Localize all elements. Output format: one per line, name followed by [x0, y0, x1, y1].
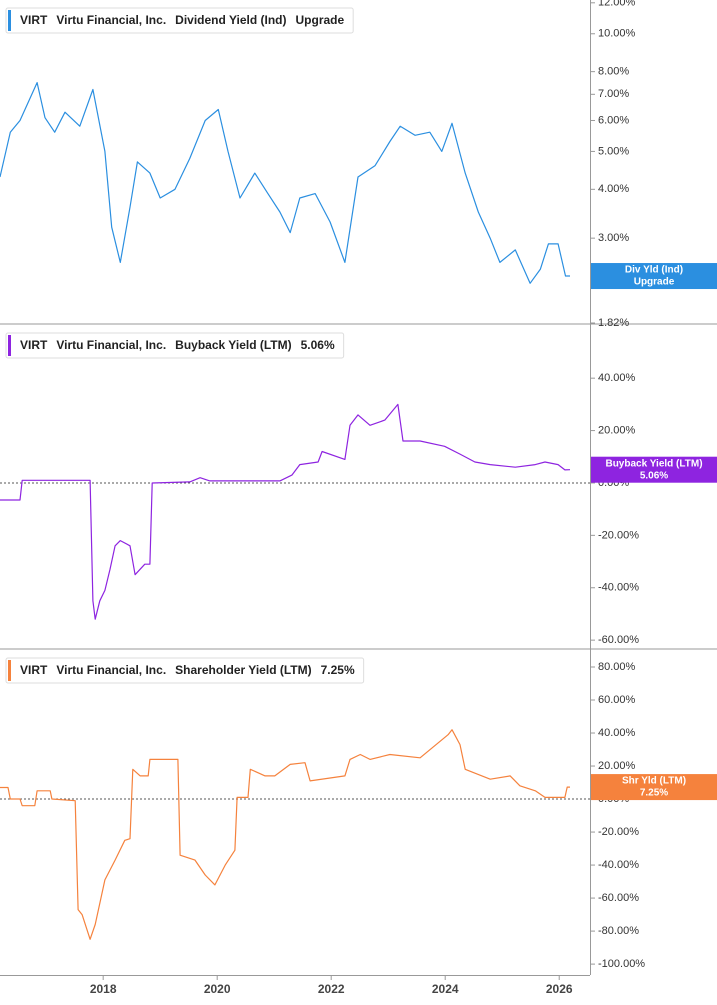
- y-tick-label: -20.00%: [598, 826, 639, 838]
- legend: VIRT Virtu Financial, Inc. Dividend Yield …: [5, 7, 354, 34]
- x-tick-label: 2026: [546, 982, 573, 996]
- badge-name: Buyback Yield (LTM): [605, 458, 702, 469]
- legend-metric: Dividend Yield (Ind): [175, 13, 286, 27]
- value-badge: Shr Yld (LTM)7.25%: [591, 774, 717, 801]
- legend-ticker: VIRT: [20, 663, 48, 677]
- y-tick-label: 20.00%: [598, 760, 636, 772]
- legend-box: [5, 332, 345, 359]
- y-tick-label: 7.00%: [598, 88, 629, 100]
- legend-ticker: VIRT: [20, 338, 48, 352]
- y-tick-label: 80.00%: [598, 661, 636, 673]
- y-tick-label: 60.00%: [598, 694, 636, 706]
- legend: VIRT Virtu Financial, Inc. Shareholder Yie…: [5, 657, 365, 684]
- y-tick-label: -40.00%: [598, 859, 639, 871]
- badge-name: Shr Yld (LTM): [622, 776, 686, 787]
- legend-value: 7.25%: [321, 663, 355, 677]
- y-tick-label: -60.00%: [598, 634, 639, 646]
- y-tick-label: 10.00%: [598, 28, 636, 40]
- value-badge: Div Yld (Ind)Upgrade: [591, 263, 717, 290]
- y-tick-label: -60.00%: [598, 892, 639, 904]
- badge-box: [591, 774, 717, 801]
- y-tick-label: 5.00%: [598, 145, 629, 157]
- badge-box: [591, 263, 717, 290]
- y-tick-label: 40.00%: [598, 727, 636, 739]
- y-tick-label: 1.82%: [598, 317, 629, 329]
- y-tick-label: 40.00%: [598, 372, 636, 384]
- x-tick-label: 2020: [204, 982, 231, 996]
- legend-swatch: [8, 335, 11, 356]
- legend-company: Virtu Financial, Inc.: [56, 663, 166, 677]
- value-badge: Buyback Yield (LTM)5.06%: [591, 456, 717, 483]
- y-tick-label: -20.00%: [598, 529, 639, 541]
- y-tick-label: -40.00%: [598, 582, 639, 594]
- y-tick-label: 20.00%: [598, 424, 636, 436]
- legend-box: [5, 7, 354, 34]
- legend-box: [5, 657, 365, 684]
- y-tick-label: 12.00%: [598, 0, 636, 9]
- legend-swatch: [8, 660, 11, 681]
- line-series: [0, 729, 570, 940]
- badge-value: 7.25%: [640, 788, 668, 799]
- legend-swatch: [8, 10, 11, 31]
- line-series: [0, 82, 570, 284]
- badge-name: Div Yld (Ind): [625, 265, 683, 276]
- y-tick-label: 3.00%: [598, 232, 629, 244]
- y-tick-label: -100.00%: [598, 958, 645, 970]
- legend-company: Virtu Financial, Inc.: [56, 338, 166, 352]
- line-series: [0, 403, 571, 620]
- legend-value: 5.06%: [301, 338, 335, 352]
- legend-ticker: VIRT: [20, 13, 48, 27]
- x-tick-label: 2024: [432, 982, 459, 996]
- legend: VIRT Virtu Financial, Inc. Buyback Yield (…: [5, 332, 345, 359]
- x-tick-label: 2022: [318, 982, 345, 996]
- x-tick-label: 2018: [90, 982, 117, 996]
- legend-metric: Shareholder Yield (LTM): [175, 663, 311, 677]
- badge-box: [591, 456, 717, 483]
- legend-value: Upgrade: [296, 13, 345, 27]
- y-tick-label: 6.00%: [598, 114, 629, 126]
- badge-value: Upgrade: [634, 277, 675, 288]
- y-tick-label: 4.00%: [598, 183, 629, 195]
- y-tick-label: 8.00%: [598, 66, 629, 78]
- legend-metric: Buyback Yield (LTM): [175, 338, 291, 352]
- badge-value: 5.06%: [640, 470, 668, 481]
- y-tick-label: -80.00%: [598, 925, 639, 937]
- legend-company: Virtu Financial, Inc.: [56, 13, 166, 27]
